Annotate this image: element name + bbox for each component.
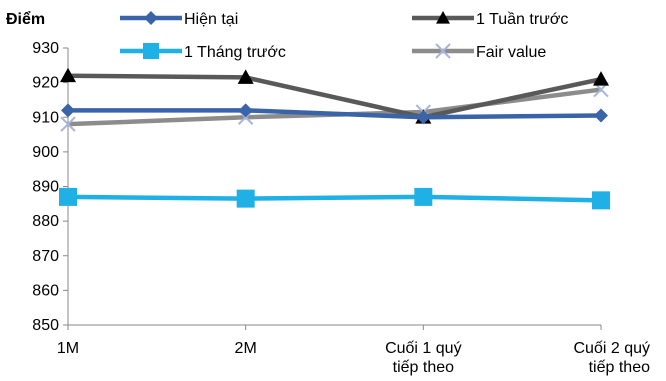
legend-item: 1 Tuần trước bbox=[412, 11, 568, 28]
x-tick-label-line: tiếp theo bbox=[393, 359, 454, 376]
legend-marker bbox=[435, 43, 451, 59]
data-point-marker bbox=[60, 67, 76, 83]
data-point-marker bbox=[238, 103, 253, 118]
data-point-marker bbox=[593, 71, 609, 86]
legend-item: Hiện tại bbox=[120, 11, 238, 28]
series-group bbox=[59, 67, 610, 210]
y-tick-label: 900 bbox=[32, 144, 59, 161]
data-point-marker bbox=[414, 187, 433, 206]
series-fair-value bbox=[60, 81, 609, 132]
x-tick-label-line: Cuối 1 quý bbox=[385, 340, 462, 357]
legend-item: Fair value bbox=[412, 43, 546, 61]
legend: Hiện tại 1 Tuần trước 1 Tháng trước Fair va… bbox=[120, 11, 568, 61]
data-point-marker bbox=[59, 187, 77, 206]
y-tick-label: 860 bbox=[32, 282, 59, 299]
y-tick-label: 920 bbox=[32, 75, 59, 92]
legend-label: Fair value bbox=[476, 44, 546, 61]
legend-label: 1 Tháng trước bbox=[184, 44, 286, 61]
x-tick-label-line: Cuối 2 quý bbox=[574, 340, 651, 357]
series-line bbox=[67, 73, 602, 120]
data-point-marker bbox=[592, 191, 610, 210]
legend-label: Hiện tại bbox=[184, 11, 238, 28]
data-point-marker bbox=[60, 116, 76, 132]
legend-label: 1 Tuần trước bbox=[476, 11, 568, 28]
x-tick-label-line: tiếp theo bbox=[589, 359, 650, 376]
y-tick-label: 880 bbox=[32, 213, 59, 230]
x-tick-label: Cuối 1 quý tiếp theo bbox=[385, 340, 462, 376]
data-point-marker bbox=[61, 103, 75, 118]
y-tick-label: 890 bbox=[32, 179, 59, 196]
data-point-marker bbox=[237, 69, 254, 84]
series-line bbox=[68, 108, 602, 120]
legend-marker bbox=[144, 11, 158, 25]
data-point-marker bbox=[236, 189, 255, 208]
legend-marker bbox=[436, 11, 450, 24]
series-hiện-tại bbox=[61, 103, 608, 125]
y-tick-label: 930 bbox=[32, 40, 59, 57]
x-tick-label: 1M bbox=[57, 340, 79, 357]
x-tick-label-line: 1M bbox=[57, 340, 79, 357]
x-tick-label-line: 2M bbox=[235, 340, 257, 357]
x-tick-label: Cuối 2 quý tiếp theo bbox=[574, 340, 651, 376]
y-tick-label: 870 bbox=[32, 248, 59, 265]
data-point-marker bbox=[416, 110, 431, 125]
axes: 850 860 870 880 890 900 910 920 930 1M 2M Cuối 1 qu… bbox=[32, 40, 650, 376]
x-tick-label: 2M bbox=[235, 340, 257, 357]
legend-item: 1 Tháng trước bbox=[120, 43, 286, 61]
series-line bbox=[67, 194, 602, 203]
data-point-marker bbox=[594, 108, 608, 123]
legend-marker bbox=[143, 43, 159, 59]
y-tick-label: 910 bbox=[32, 109, 59, 126]
y-tick-label: 850 bbox=[32, 317, 59, 334]
series-1-tháng-trước bbox=[59, 187, 610, 210]
y-axis-title: Điểm bbox=[6, 10, 45, 28]
